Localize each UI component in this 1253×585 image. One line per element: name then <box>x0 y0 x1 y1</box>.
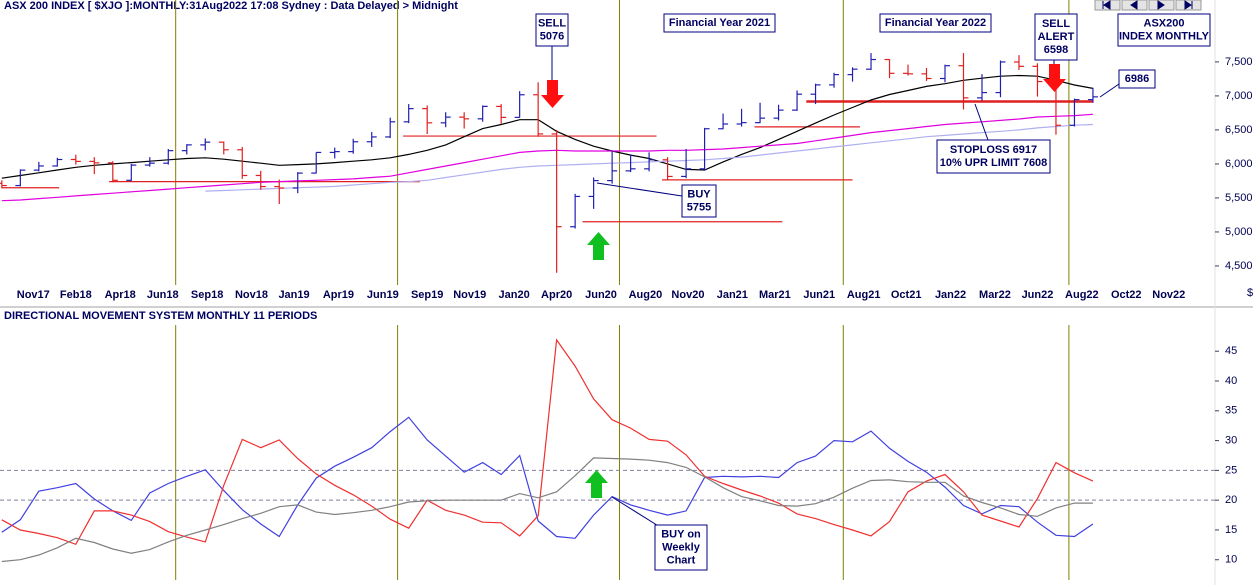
x-tick-label: Mar22 <box>979 289 1011 301</box>
x-tick-label: Aug22 <box>1065 289 1099 301</box>
x-tick-label: Jan20 <box>499 289 530 301</box>
y-tick-label: 5,000 <box>1225 226 1253 238</box>
y-tick-label: 40 <box>1225 375 1237 387</box>
x-tick-label: Jun22 <box>1022 289 1054 301</box>
annotation-box <box>681 184 717 218</box>
buy-arrow <box>587 232 610 260</box>
x-tick-label: Oct21 <box>891 289 922 301</box>
annotation-text: SELL <box>538 17 566 29</box>
annotation-box <box>1117 13 1211 47</box>
x-tick-label: Oct22 <box>1111 289 1142 301</box>
x-tick-label: Aug21 <box>847 289 881 301</box>
x-tick-label: Nov20 <box>671 289 704 301</box>
currency-label: $ <box>1247 287 1253 299</box>
annotation-text: Weekly <box>662 541 701 553</box>
indicator-line <box>1 113 1093 202</box>
pointer-line <box>974 103 989 141</box>
annotation-box <box>1034 13 1078 61</box>
x-tick-label: Jun21 <box>803 289 835 301</box>
y-tick-label: 20 <box>1225 494 1237 506</box>
nav-buttons <box>1094 0 1202 11</box>
y-tick-label: 15 <box>1225 524 1237 536</box>
annotation-text: 10% UPR LIMIT 7608 <box>940 157 1048 169</box>
annotation-text: 5755 <box>687 201 711 213</box>
y-tick-label: 30 <box>1225 434 1237 446</box>
annotation-box <box>879 13 992 33</box>
x-tick-label: Aug20 <box>629 289 663 301</box>
x-tick-label: Nov18 <box>235 289 268 301</box>
y-tick-label: 4,500 <box>1225 260 1253 272</box>
annotation-text: BUY <box>687 188 711 200</box>
y-tick-label: 6,000 <box>1225 158 1253 170</box>
buy-arrow <box>585 470 608 498</box>
pointer-line <box>611 496 661 528</box>
y-tick-label: 35 <box>1225 405 1237 417</box>
sell-arrow <box>1043 64 1066 92</box>
x-tick-label: Jun18 <box>147 289 179 301</box>
y-tick-label: 10 <box>1225 554 1237 566</box>
annotation-text: SELL <box>1042 18 1070 30</box>
annotation-text: ALERT <box>1038 31 1075 43</box>
x-tick-label: Jan19 <box>278 289 309 301</box>
x-tick-label: Jun19 <box>367 289 399 301</box>
annotation-text: 6598 <box>1044 44 1068 56</box>
indicator-line <box>1 457 1093 563</box>
annotation-text: INDEX MONTHLY <box>1119 30 1210 42</box>
annotation-box <box>663 13 776 33</box>
y-tick-label: 5,500 <box>1225 192 1253 204</box>
y-tick-label: 7,000 <box>1225 90 1253 102</box>
nav-icons <box>1102 0 1193 10</box>
indicator-line <box>1 416 1094 539</box>
y-tick-label: 25 <box>1225 464 1237 476</box>
annotation-box <box>535 13 569 47</box>
x-tick-label: Mar21 <box>759 289 791 301</box>
x-tick-label: Sep19 <box>411 289 443 301</box>
annotation-box <box>936 139 1051 174</box>
annotation-text: 6986 <box>1125 73 1149 85</box>
x-tick-label: Apr19 <box>323 289 354 301</box>
annotation-text: STOPLOSS 6917 <box>950 144 1037 156</box>
y-tick-label: 7,500 <box>1225 56 1253 68</box>
x-tick-label: Sep18 <box>191 289 223 301</box>
y-tick-label: 6,500 <box>1225 124 1253 136</box>
y-tick-label: 45 <box>1225 345 1237 357</box>
indicator-line <box>1 74 1094 179</box>
sell-arrow <box>541 80 564 108</box>
annotation-box <box>654 524 708 571</box>
annotation-text: Financial Year 2022 <box>885 17 986 29</box>
x-tick-label: Feb18 <box>60 289 92 301</box>
x-tick-label: Nov19 <box>453 289 486 301</box>
x-tick-label: Nov22 <box>1152 289 1185 301</box>
x-tick-label: Nov17 <box>17 289 50 301</box>
x-tick-label: Jun20 <box>585 289 617 301</box>
x-tick-label: Jan21 <box>717 289 748 301</box>
pointer-line <box>1099 83 1120 98</box>
annotation-text: 5076 <box>540 30 564 42</box>
pointers <box>551 46 1120 528</box>
x-tick-label: Apr20 <box>541 289 572 301</box>
annotation-text: BUY on <box>661 528 701 540</box>
panel-title: DIRECTIONAL MOVEMENT SYSTEM MONTHLY 11 P… <box>4 310 317 322</box>
annotation-text: Financial Year 2021 <box>669 17 770 29</box>
annotation-text: Chart <box>667 554 696 566</box>
annotation-box <box>1118 69 1156 89</box>
pointer-line <box>596 182 683 197</box>
x-tick-label: Apr18 <box>105 289 136 301</box>
x-tick-label: Jan22 <box>935 289 966 301</box>
chart-title: ASX 200 INDEX [ $XJO ]:MONTHLY:31Aug2022… <box>4 0 458 12</box>
annotation-text: ASX200 <box>1144 17 1185 29</box>
